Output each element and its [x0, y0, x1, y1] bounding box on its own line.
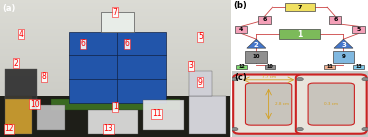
FancyBboxPatch shape — [352, 26, 365, 33]
FancyBboxPatch shape — [232, 71, 368, 137]
Text: 2.8 cm: 2.8 cm — [275, 102, 290, 106]
Text: 12: 12 — [238, 65, 245, 69]
FancyBboxPatch shape — [101, 12, 134, 32]
Text: 5: 5 — [356, 27, 361, 32]
FancyBboxPatch shape — [0, 96, 230, 137]
Text: 10: 10 — [30, 100, 39, 109]
Text: 6: 6 — [124, 39, 129, 48]
Text: 9: 9 — [342, 55, 346, 59]
Polygon shape — [247, 39, 266, 48]
FancyBboxPatch shape — [234, 74, 365, 134]
Circle shape — [297, 78, 303, 81]
FancyBboxPatch shape — [245, 83, 292, 125]
Text: 2: 2 — [14, 58, 18, 68]
Circle shape — [362, 78, 368, 81]
FancyBboxPatch shape — [285, 3, 315, 11]
Text: (c): (c) — [234, 73, 247, 82]
Text: 4: 4 — [18, 30, 23, 39]
Text: 2: 2 — [254, 42, 259, 48]
FancyBboxPatch shape — [296, 75, 367, 134]
Text: 6: 6 — [81, 39, 85, 48]
Circle shape — [231, 78, 238, 81]
Text: 11: 11 — [326, 65, 333, 69]
Text: 1: 1 — [113, 102, 117, 111]
Text: 5: 5 — [198, 32, 203, 42]
Text: 8: 8 — [41, 72, 46, 81]
Text: 3: 3 — [341, 42, 346, 48]
Text: 9: 9 — [198, 78, 203, 87]
FancyBboxPatch shape — [88, 110, 138, 134]
Polygon shape — [334, 39, 353, 48]
FancyBboxPatch shape — [235, 26, 248, 33]
Text: 7.7 cm: 7.7 cm — [262, 75, 276, 79]
Text: 11: 11 — [152, 109, 162, 118]
FancyBboxPatch shape — [51, 99, 180, 110]
FancyBboxPatch shape — [236, 65, 247, 69]
FancyBboxPatch shape — [308, 83, 354, 125]
FancyBboxPatch shape — [325, 65, 335, 69]
Text: 10: 10 — [266, 65, 273, 69]
Text: 7: 7 — [113, 8, 118, 17]
Text: (a): (a) — [2, 4, 16, 13]
Text: 6: 6 — [333, 17, 337, 22]
FancyBboxPatch shape — [353, 65, 364, 69]
FancyBboxPatch shape — [245, 51, 267, 63]
Text: 6: 6 — [262, 17, 267, 22]
FancyBboxPatch shape — [37, 105, 64, 130]
Text: 0.3 cm: 0.3 cm — [324, 102, 338, 106]
FancyBboxPatch shape — [265, 65, 275, 69]
Text: (b): (b) — [233, 1, 247, 10]
FancyBboxPatch shape — [280, 29, 320, 39]
Text: 3: 3 — [189, 61, 194, 70]
Text: 7: 7 — [298, 5, 302, 10]
Text: 13: 13 — [355, 65, 362, 69]
FancyBboxPatch shape — [333, 51, 354, 63]
FancyBboxPatch shape — [189, 96, 226, 134]
FancyBboxPatch shape — [69, 32, 166, 103]
Circle shape — [297, 127, 303, 131]
FancyBboxPatch shape — [329, 16, 342, 24]
Text: 10: 10 — [252, 55, 260, 59]
Text: 1: 1 — [297, 30, 302, 39]
Text: 4: 4 — [239, 27, 244, 32]
FancyBboxPatch shape — [143, 100, 184, 130]
FancyBboxPatch shape — [5, 68, 37, 99]
Text: 13: 13 — [103, 124, 113, 133]
FancyBboxPatch shape — [233, 75, 304, 134]
Circle shape — [231, 127, 238, 131]
Circle shape — [362, 127, 368, 131]
Text: 12: 12 — [4, 124, 14, 133]
FancyBboxPatch shape — [258, 16, 270, 24]
FancyBboxPatch shape — [5, 96, 32, 134]
FancyBboxPatch shape — [189, 71, 212, 96]
